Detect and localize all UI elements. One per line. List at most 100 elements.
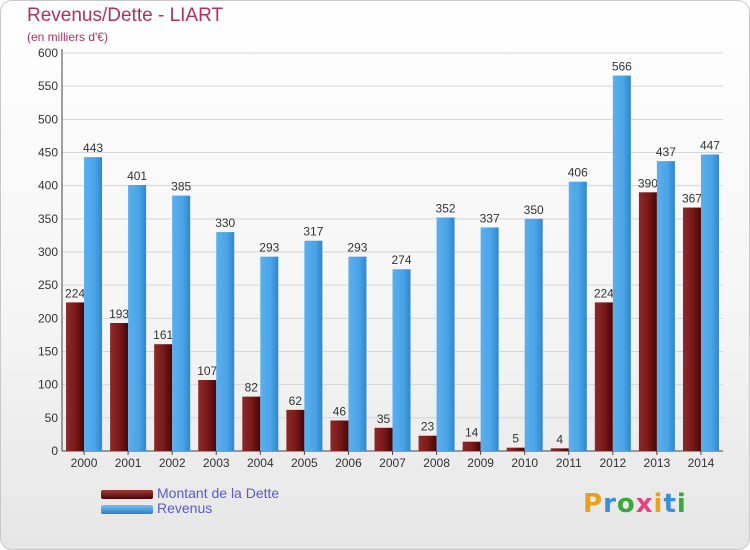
y-tick-label: 500: [38, 112, 58, 126]
dette-value-label: 14: [465, 426, 479, 440]
x-tick-label: 2003: [203, 456, 230, 470]
revenus-value-label: 352: [436, 202, 456, 216]
y-tick-label: 200: [38, 311, 58, 325]
logo-letter: t: [663, 489, 677, 519]
revenus-value-label: 385: [171, 180, 191, 194]
revenus-value-label: 317: [303, 225, 323, 239]
legend-label-dette: Montant de la Dette: [157, 485, 280, 501]
dette-bar: [198, 380, 217, 451]
dette-value-label: 46: [333, 404, 347, 418]
logo-letter: r: [603, 489, 617, 519]
y-tick-label: 350: [38, 212, 58, 226]
dette-bar: [682, 207, 701, 451]
dette-bar: [638, 192, 657, 452]
revenus-bar: [700, 154, 719, 452]
x-tick-label: 2000: [71, 456, 98, 470]
y-tick-label: 400: [38, 179, 58, 193]
revenus-bar: [392, 269, 411, 451]
x-tick-label: 2006: [335, 456, 362, 470]
dette-value-label: 390: [638, 176, 658, 190]
logo-letter: i: [676, 489, 687, 519]
logo-letter: o: [616, 489, 636, 519]
logo-letter: x: [635, 489, 654, 519]
dette-bar: [418, 435, 437, 451]
dette-bar: [242, 396, 261, 451]
x-tick-label: 2007: [379, 456, 406, 470]
dette-value-label: 161: [153, 328, 173, 342]
chart-subtitle: (en milliers d'€): [27, 30, 108, 44]
revenus-bar: [260, 256, 279, 451]
dette-bar: [330, 420, 349, 451]
dette-bar: [154, 344, 173, 451]
dette-value-label: 224: [65, 286, 85, 300]
dette-value-label: 5: [512, 432, 519, 446]
y-tick-label: 150: [38, 345, 58, 359]
dette-value-label: 107: [197, 364, 217, 378]
dette-bar: [462, 441, 481, 451]
x-tick-label: 2002: [159, 456, 186, 470]
dette-bar: [66, 302, 85, 451]
y-tick-label: 600: [38, 46, 58, 60]
revenus-bar: [216, 232, 235, 451]
revenus-value-label: 566: [612, 60, 632, 74]
revenus-value-label: 274: [391, 253, 411, 267]
x-tick-label: 2009: [467, 456, 494, 470]
revenus-value-label: 437: [656, 145, 676, 159]
dette-value-label: 23: [421, 420, 435, 434]
revenus-bar: [128, 185, 147, 451]
revenus-value-label: 330: [215, 216, 235, 230]
proxiti-logo: Proxiti: [583, 489, 687, 519]
x-tick-label: 2013: [644, 456, 671, 470]
revenus-bar: [480, 227, 499, 451]
revenus-bar: [436, 217, 455, 451]
revenus-value-label: 337: [480, 211, 500, 225]
revenus-bar: [304, 240, 323, 451]
dette-value-label: 35: [377, 412, 391, 426]
revenus-value-label: 293: [259, 241, 279, 255]
dette-bar: [506, 447, 525, 451]
chart-title: Revenus/Dette - LIART: [27, 5, 224, 26]
revenus-bar: [348, 256, 367, 451]
logo-letter: i: [653, 489, 664, 519]
x-tick-label: 2008: [423, 456, 450, 470]
revenus-bar: [172, 195, 191, 451]
dette-value-label: 224: [594, 286, 614, 300]
dette-bar: [550, 448, 569, 451]
y-tick-label: 100: [38, 378, 58, 392]
legend-swatch-revenus: [101, 505, 153, 514]
x-tick-label: 2012: [599, 456, 626, 470]
revenus-value-label: 443: [83, 141, 103, 155]
x-tick-label: 2005: [291, 456, 318, 470]
x-tick-label: 2001: [115, 456, 142, 470]
revenus-bar: [568, 181, 587, 452]
dette-value-label: 193: [109, 307, 129, 321]
x-tick-label: 2010: [511, 456, 538, 470]
dette-value-label: 62: [289, 394, 303, 408]
revenus-value-label: 406: [568, 166, 588, 180]
revenus-value-label: 350: [524, 203, 544, 217]
dette-bar: [594, 302, 613, 451]
revenus-bar: [84, 157, 103, 452]
revenus-value-label: 447: [700, 138, 720, 152]
x-tick-label: 2004: [247, 456, 274, 470]
dette-value-label: 82: [245, 381, 259, 395]
y-tick-label: 50: [45, 411, 59, 425]
x-tick-label: 2011: [556, 456, 582, 470]
legend-label-revenus: Revenus: [157, 500, 213, 516]
revenus-value-label: 401: [127, 169, 147, 183]
revenus-bar: [524, 218, 543, 451]
x-tick-label: 2014: [688, 456, 715, 470]
y-tick-label: 550: [38, 79, 58, 93]
legend-swatch-dette: [101, 490, 153, 499]
y-tick-label: 450: [38, 146, 58, 160]
logo-letter: P: [583, 489, 604, 519]
dette-bar: [286, 409, 305, 451]
revenus-bar: [612, 75, 631, 451]
y-tick-label: 300: [38, 245, 58, 259]
revenus-bar: [656, 161, 675, 451]
dette-bar: [110, 322, 129, 451]
revenus-value-label: 293: [347, 241, 367, 255]
dette-value-label: 4: [556, 432, 563, 446]
dette-bar: [374, 427, 393, 451]
